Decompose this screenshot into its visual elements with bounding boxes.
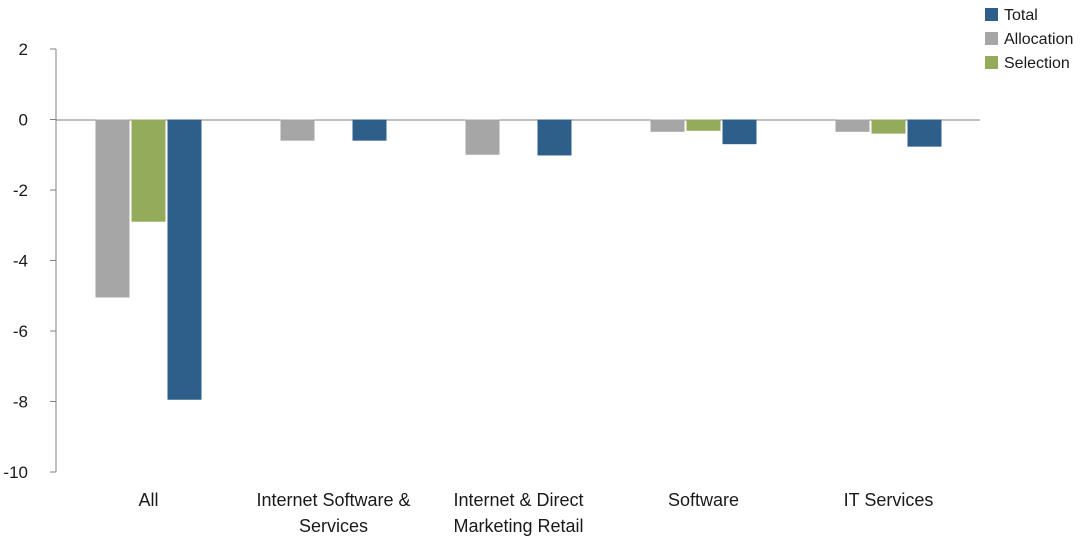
bar-total-4 [907,119,942,147]
y-tick-label: 2 [19,40,28,59]
y-tick-label: -6 [13,322,28,341]
bar-selection-0 [131,119,166,222]
category-label: Marketing Retail [453,516,583,536]
bars-layer [95,119,942,400]
bar-allocation-4 [835,119,870,132]
bar-total-2 [537,119,572,156]
bar-total-0 [167,119,202,400]
bar-allocation-2 [465,119,500,155]
legend-label-selection: Selection [1004,55,1070,72]
bar-selection-4 [871,119,906,134]
legend-swatch-total [985,8,998,21]
y-tick-label: -2 [13,181,28,200]
bar-total-1 [352,119,387,141]
bar-allocation-1 [280,119,315,141]
y-tick-label: -4 [13,252,28,271]
bar-selection-3 [686,119,721,131]
category-label: Internet Software & [256,490,410,510]
legend-swatch-allocation [985,32,998,45]
bar-allocation-3 [650,119,685,132]
category-labels: All Internet Software & Services Internet &… [138,490,933,536]
category-label: All [138,490,158,510]
y-tick-label: -8 [13,393,28,412]
legend-swatch-selection [985,56,998,69]
category-label: Internet & Direct [453,490,583,510]
y-tick-label: -10 [3,463,28,482]
bar-total-3 [722,119,757,145]
category-label: Software [668,490,739,510]
y-axis-ticks: 2 0 -2 -4 -6 -8 -10 [3,40,56,482]
category-label: Services [299,516,368,536]
legend-label-total: Total [1004,7,1038,24]
legend-label-allocation: Allocation [1004,31,1073,48]
legend: Total Allocation Selection [985,7,1073,72]
y-tick-label: 0 [19,111,28,130]
category-label: IT Services [844,490,934,510]
bar-allocation-0 [95,119,130,298]
